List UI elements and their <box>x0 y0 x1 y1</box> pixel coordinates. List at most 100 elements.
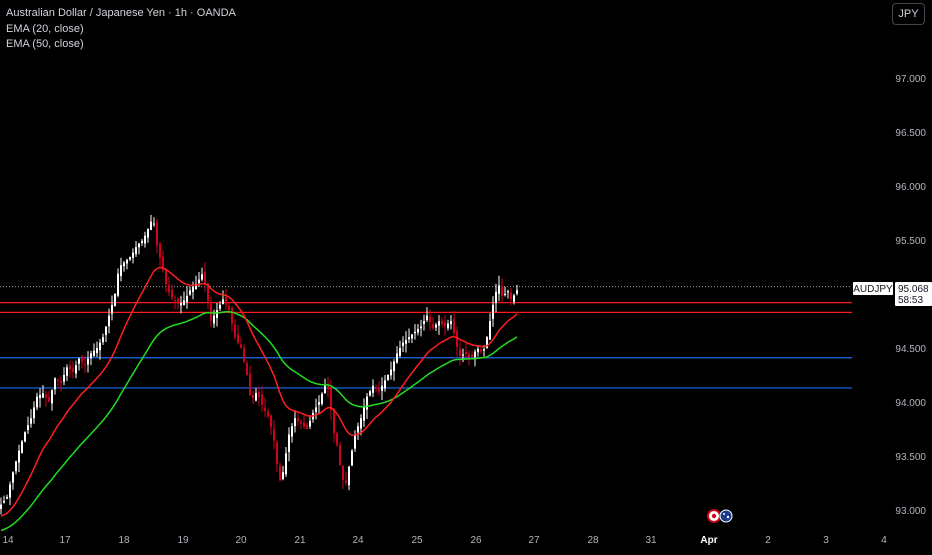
candle-body <box>54 378 56 390</box>
candle-body <box>504 294 506 295</box>
candle-body <box>252 394 254 399</box>
candle-body <box>210 301 212 321</box>
candle-body <box>186 295 188 303</box>
candle-body <box>63 375 65 382</box>
candle-body <box>147 229 149 238</box>
candle-body <box>432 324 434 329</box>
candle-body <box>201 274 203 280</box>
candle-body <box>414 331 416 334</box>
candle-body <box>12 472 14 483</box>
candle-body <box>69 365 71 370</box>
candle-body <box>318 402 320 405</box>
candle-body <box>462 354 464 356</box>
candle-body <box>21 441 23 453</box>
candle-body <box>291 426 293 437</box>
candle-body <box>189 290 191 295</box>
candle-body <box>417 329 419 333</box>
candle-body <box>75 365 77 374</box>
candle-body <box>126 259 128 264</box>
time-tick-label: 4 <box>881 535 887 546</box>
candle-body <box>282 472 284 479</box>
candle-body <box>300 421 302 424</box>
time-tick-label: 28 <box>587 535 599 546</box>
price-tick-label: 95.500 <box>895 236 926 247</box>
candle-body <box>285 453 287 475</box>
time-tick-label: 17 <box>59 535 71 546</box>
candle-body <box>78 358 80 364</box>
candle-body <box>480 349 482 352</box>
candle-body <box>381 385 383 391</box>
candle-body <box>45 394 47 398</box>
candle-body <box>219 304 221 309</box>
candle-body <box>492 304 494 319</box>
candle-body <box>333 408 335 434</box>
candle-body <box>288 434 290 452</box>
candle-body <box>144 235 146 244</box>
candle-body <box>516 290 518 294</box>
candle-body <box>192 286 194 293</box>
candle-body <box>402 342 404 346</box>
ema-20-legend: EMA (20, close) <box>6 22 84 35</box>
candle-body <box>162 256 164 271</box>
candle-body <box>450 321 452 325</box>
candle-body <box>87 358 89 365</box>
time-tick-label: 2 <box>765 535 771 546</box>
candle-body <box>15 461 17 472</box>
price-tag-symbol: AUDJPY <box>853 284 893 295</box>
candle-body <box>123 262 125 267</box>
candle-body <box>396 353 398 363</box>
candle-body <box>507 291 509 293</box>
candle-body <box>468 353 470 357</box>
candle-body <box>114 294 116 307</box>
candle-body <box>255 393 257 401</box>
candle-body <box>489 321 491 340</box>
candle-body <box>486 337 488 348</box>
candle-body <box>204 271 206 284</box>
candle-body <box>171 289 173 298</box>
candle-body <box>294 418 296 427</box>
candle-body <box>366 396 368 410</box>
candle-body <box>213 315 215 324</box>
candle-body <box>3 500 5 503</box>
candle-body <box>249 373 251 396</box>
candle-body <box>330 387 332 411</box>
candle-body <box>195 284 197 290</box>
candle-body <box>135 247 137 255</box>
candle-body <box>465 351 467 355</box>
candle-body <box>231 307 233 324</box>
candle-body <box>234 324 236 338</box>
candle-body <box>303 422 305 427</box>
time-axis[interactable]: 14 17 18 19 20 21 24 25 26 27 28 31 Apr 2 3 4 <box>2 535 887 546</box>
candle-body <box>27 425 29 431</box>
ema-50-legend: EMA (50, close) <box>6 38 84 50</box>
candle-body <box>141 240 143 243</box>
candle-body <box>456 330 458 347</box>
candle-body <box>150 221 152 230</box>
candle-body <box>237 334 239 343</box>
candle-body <box>132 252 134 258</box>
price-tick-label: 94.000 <box>895 398 926 409</box>
events-icons[interactable] <box>707 509 733 523</box>
candle-body <box>315 407 317 412</box>
candle-body <box>165 269 167 285</box>
candle-body <box>324 385 326 394</box>
candle-body <box>390 369 392 376</box>
candle-body <box>66 367 68 376</box>
candle-body <box>90 353 92 358</box>
candle-body <box>357 426 359 433</box>
candle-body <box>363 407 365 421</box>
price-tick-label: 94.500 <box>895 344 926 355</box>
candle-body <box>36 396 38 408</box>
candle-body <box>429 316 431 323</box>
candle-body <box>0 504 2 509</box>
candle-body <box>393 361 395 372</box>
candle-body <box>264 407 266 411</box>
candle-body <box>306 425 308 429</box>
candle-body <box>24 432 26 442</box>
time-tick-label: 20 <box>235 535 247 546</box>
candle-body <box>198 279 200 284</box>
time-tick-label: 21 <box>294 535 306 546</box>
currency-button[interactable]: JPY <box>892 3 925 25</box>
candle-body <box>336 433 338 446</box>
